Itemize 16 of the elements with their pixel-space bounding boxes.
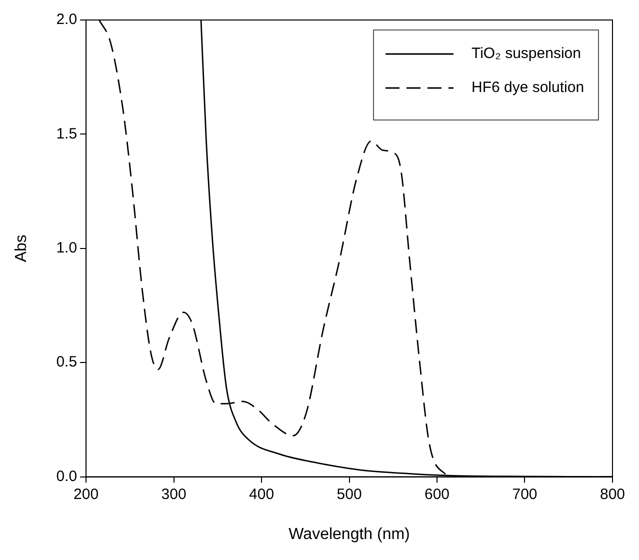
legend-label: TiO₂ suspension bbox=[471, 45, 581, 62]
y-tick-label: 2.0 bbox=[56, 11, 78, 28]
y-tick-label: 1.0 bbox=[56, 240, 78, 257]
legend-label: HF6 dye solution bbox=[471, 79, 584, 96]
y-tick-label: 1.5 bbox=[56, 125, 78, 142]
x-tick-label: 700 bbox=[512, 486, 538, 503]
x-tick-label: 200 bbox=[74, 486, 99, 503]
x-tick-label: 300 bbox=[161, 486, 186, 503]
y-tick-label: 0.5 bbox=[56, 354, 78, 371]
y-tick-label: 0.0 bbox=[56, 468, 78, 485]
x-tick-label: 400 bbox=[249, 486, 274, 503]
y-axis-title: Abs bbox=[13, 234, 30, 262]
x-tick-label: 800 bbox=[600, 486, 625, 503]
x-tick-label: 500 bbox=[336, 486, 362, 503]
x-tick-label: 600 bbox=[424, 486, 450, 503]
x-axis-title: Wavelength (nm) bbox=[288, 526, 410, 543]
